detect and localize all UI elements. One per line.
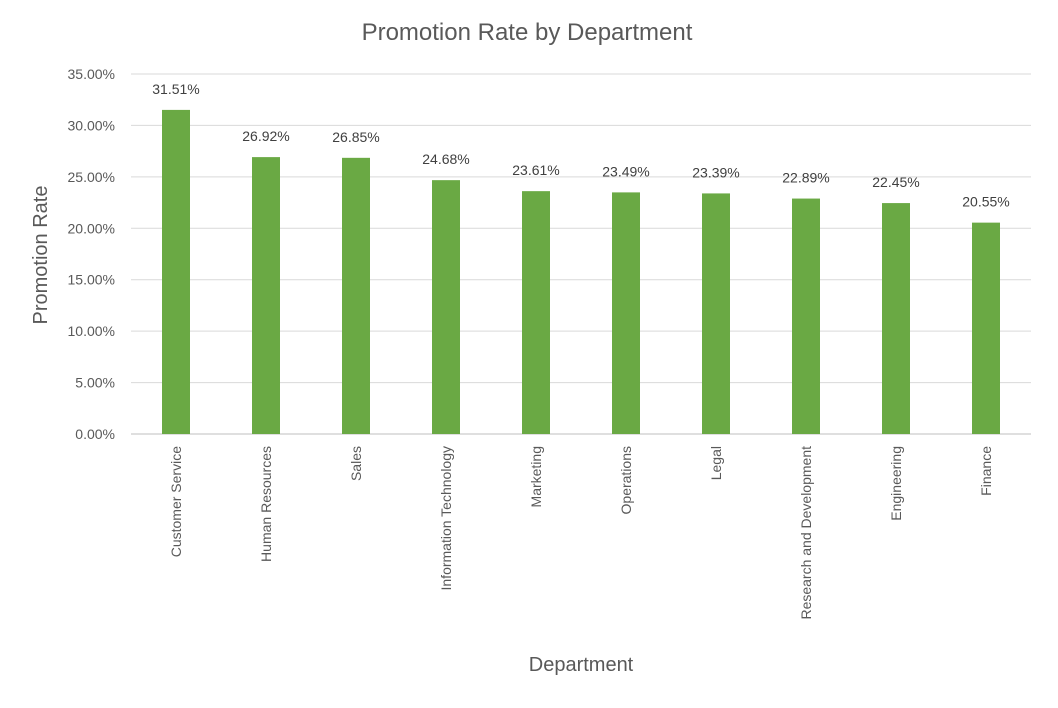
data-label: 23.49% — [602, 163, 649, 179]
gridlines — [131, 73, 1031, 435]
bar — [342, 157, 370, 435]
y-tick-label: 10.00% — [68, 323, 115, 339]
x-category-label: Operations — [618, 446, 634, 514]
data-label: 22.45% — [872, 174, 919, 190]
x-axis-title: Department — [529, 654, 634, 676]
x-category-label: Research and Development — [798, 446, 814, 620]
x-axis-categories: Customer Service Human Resources Sales Info… — [168, 446, 994, 620]
y-tick-label: 20.00% — [68, 220, 115, 236]
bar — [792, 198, 820, 434]
bar — [522, 191, 550, 434]
y-axis-title: Promotion Rate — [30, 186, 52, 325]
bar — [702, 193, 730, 434]
x-category-label: Sales — [348, 446, 364, 481]
bar — [432, 180, 460, 434]
data-label: 24.68% — [422, 151, 469, 167]
bars — [162, 109, 1000, 435]
bar — [612, 192, 640, 434]
bar — [162, 109, 190, 434]
bar — [882, 203, 910, 434]
x-category-label: Information Technology — [438, 446, 454, 591]
y-tick-label: 0.00% — [75, 426, 115, 442]
x-category-label: Customer Service — [168, 446, 184, 557]
data-label: 26.92% — [242, 128, 289, 144]
y-tick-label: 5.00% — [75, 375, 115, 391]
x-category-label: Human Resources — [258, 446, 274, 562]
x-category-label: Marketing — [528, 446, 544, 507]
y-tick-label: 35.00% — [68, 66, 115, 82]
data-label: 20.55% — [962, 194, 1009, 210]
data-labels: 31.51% 26.92% 26.85% 24.68% 23.61% 23.49% 23.3… — [152, 81, 1009, 210]
x-category-label: Legal — [708, 446, 724, 480]
y-tick-label: 15.00% — [68, 272, 115, 288]
y-tick-label: 25.00% — [68, 169, 115, 185]
bar — [972, 222, 1000, 434]
x-category-label: Engineering — [888, 446, 904, 521]
data-label: 31.51% — [152, 81, 199, 97]
y-tick-label: 30.00% — [68, 117, 115, 133]
chart-title: Promotion Rate by Department — [362, 19, 693, 46]
data-label: 23.39% — [692, 164, 739, 180]
data-label: 22.89% — [782, 170, 829, 186]
data-label: 23.61% — [512, 162, 559, 178]
y-axis-ticks: 0.00% 5.00% 10.00% 15.00% 20.00% 25.00% 30.00%… — [68, 66, 115, 442]
x-category-label: Finance — [978, 446, 994, 496]
bar — [252, 157, 280, 434]
data-label: 26.85% — [332, 129, 379, 145]
